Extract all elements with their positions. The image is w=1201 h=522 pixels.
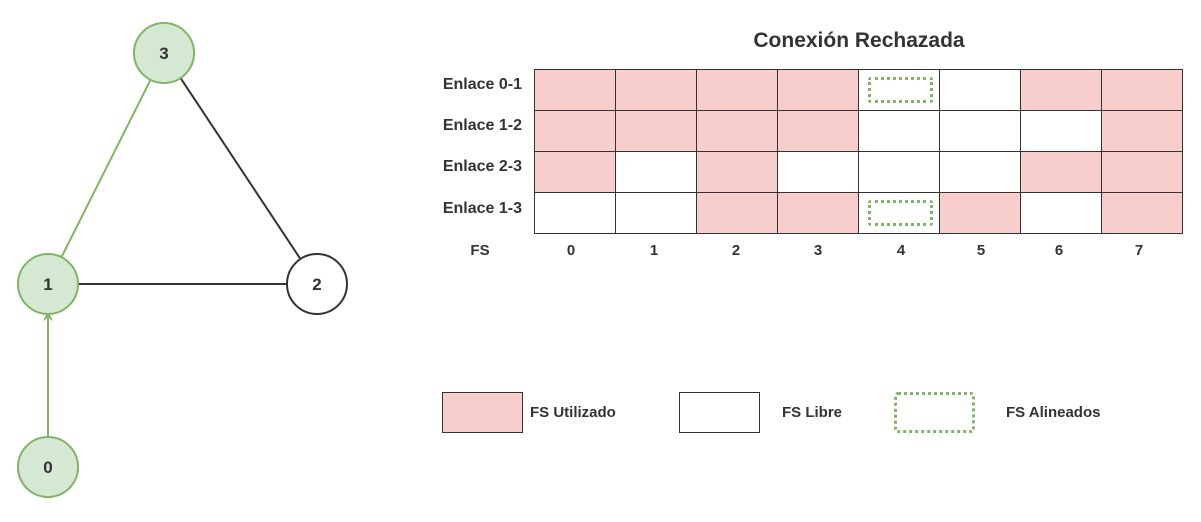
slot-cell [939, 151, 1021, 193]
slot-cell [615, 151, 697, 193]
edge-2-3 [179, 77, 302, 260]
slot-cell [939, 192, 1021, 234]
legend-label-used: FS Utilizado [530, 404, 616, 421]
slot-cell [1020, 192, 1102, 234]
row-label-enlace-0-1: Enlace 0-1 [442, 76, 522, 93]
slot-cell [534, 151, 616, 193]
node-label: 3 [159, 44, 168, 63]
grid-row [534, 110, 1183, 152]
slot-cell [534, 110, 616, 152]
legend-label-aligned: FS Alineados [1006, 404, 1101, 421]
slot-cell [858, 192, 940, 234]
slot-cell [858, 110, 940, 152]
row-label-enlace-2-3: Enlace 2-3 [442, 158, 522, 175]
legend-swatch-free [679, 392, 760, 433]
fs-axis-header: FS [470, 242, 490, 259]
node-circle [133, 22, 195, 84]
slot-cell [777, 110, 859, 152]
legend-swatch-used [442, 392, 523, 433]
node-label: 2 [312, 275, 321, 294]
slot-cell [534, 192, 616, 234]
fs-label-1: 1 [649, 242, 659, 259]
slot-cell [939, 69, 1021, 111]
row-label-enlace-1-3: Enlace 1-3 [442, 200, 522, 217]
fs-label-7: 7 [1134, 242, 1144, 259]
fs-label-0: 0 [566, 242, 576, 259]
slot-cell [1101, 151, 1183, 193]
slot-cell [858, 69, 940, 111]
fs-label-6: 6 [1054, 242, 1064, 259]
legend-swatch-aligned [894, 392, 975, 433]
grid-row [534, 151, 1183, 193]
slot-cell [1101, 192, 1183, 234]
grid-row [534, 192, 1183, 234]
node-0: 0 [17, 436, 79, 498]
node-circle [286, 253, 348, 315]
slot-cell [858, 151, 940, 193]
slot-cell [777, 151, 859, 193]
table-title: Conexión Rechazada [753, 29, 965, 52]
node-circle [17, 253, 79, 315]
slot-cell [1101, 69, 1183, 111]
slot-cell [1020, 69, 1102, 111]
slot-cell [696, 192, 778, 234]
grid-row [534, 69, 1183, 111]
legend-label-free: FS Libre [782, 404, 843, 421]
slot-cell [1101, 110, 1183, 152]
graph-nodes: 0 1 2 3 [17, 22, 348, 498]
fs-label-4: 4 [896, 242, 906, 259]
graph-edges [43, 77, 302, 437]
slot-cell [534, 69, 616, 111]
slot-cell [777, 69, 859, 111]
slot-cell [939, 110, 1021, 152]
fs-label-3: 3 [813, 242, 823, 259]
slot-cell [696, 69, 778, 111]
node-label: 1 [43, 275, 52, 294]
aligned-slot-marker [868, 200, 933, 226]
edge-1-3 [60, 79, 152, 258]
fs-label-5: 5 [976, 242, 986, 259]
slot-cell [696, 110, 778, 152]
node-circle [17, 436, 79, 498]
node-3: 3 [133, 22, 195, 84]
slot-cell [1020, 151, 1102, 193]
slot-cell [777, 192, 859, 234]
slot-cell [696, 151, 778, 193]
node-label: 0 [43, 458, 52, 477]
network-graph: 0 1 2 3 [17, 22, 348, 498]
aligned-slot-marker [868, 77, 933, 103]
node-1: 1 [17, 253, 79, 315]
spectrum-grid [534, 69, 1183, 234]
row-label-enlace-1-2: Enlace 1-2 [442, 117, 522, 134]
slot-cell [615, 69, 697, 111]
fs-label-2: 2 [731, 242, 741, 259]
node-2: 2 [286, 253, 348, 315]
slot-cell [615, 192, 697, 234]
slot-cell [615, 110, 697, 152]
slot-cell [1020, 110, 1102, 152]
